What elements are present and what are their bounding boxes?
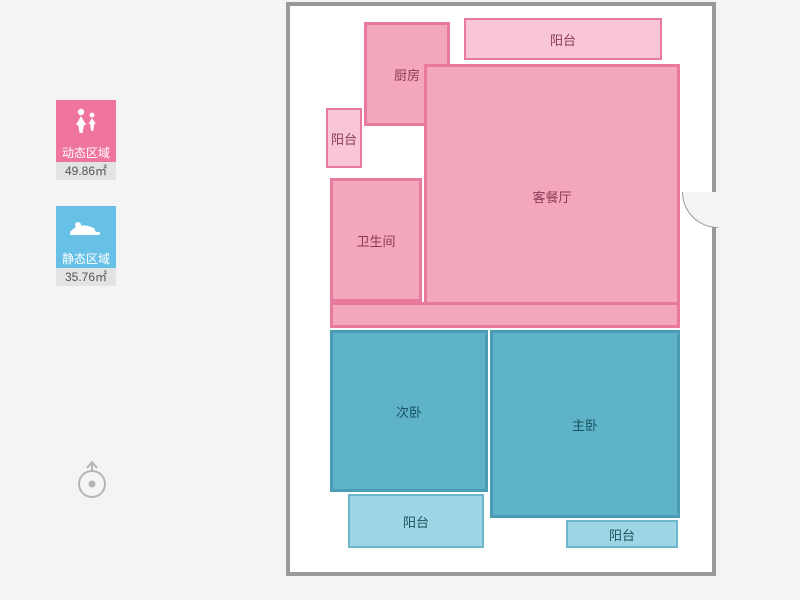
room-living: 客餐厅 — [424, 64, 680, 328]
legend-static-value: 35.76㎡ — [56, 268, 116, 286]
compass-icon — [75, 460, 109, 505]
legend-dynamic: 动态区域 49.86㎡ — [46, 100, 126, 180]
people-icon — [56, 100, 116, 142]
room-label-balcony-sec: 阳台 — [403, 512, 429, 531]
front-door — [682, 192, 718, 228]
room-balcony-left: 阳台 — [326, 108, 362, 168]
legend-panel: 动态区域 49.86㎡ 静态区域 35.76㎡ — [46, 100, 126, 312]
room-label-kitchen: 厨房 — [394, 65, 420, 84]
legend-static-label: 静态区域 — [56, 248, 116, 268]
legend-dynamic-value: 49.86㎡ — [56, 162, 116, 180]
room-label-living: 客餐厅 — [532, 187, 571, 206]
room-corridor-gap — [330, 302, 680, 328]
room-bathroom: 卫生间 — [330, 178, 422, 302]
room-label-second-bedroom: 次卧 — [396, 402, 422, 421]
room-label-balcony-master: 阳台 — [609, 525, 635, 544]
legend-static: 静态区域 35.76㎡ — [46, 206, 126, 286]
room-balcony-sec: 阳台 — [348, 494, 484, 548]
room-master-bedroom: 主卧 — [490, 330, 680, 518]
room-second-bedroom: 次卧 — [330, 330, 488, 492]
sleep-icon — [56, 206, 116, 248]
room-label-bathroom: 卫生间 — [356, 231, 395, 250]
room-label-balcony-top: 阳台 — [550, 30, 576, 49]
room-label-balcony-left: 阳台 — [331, 129, 357, 148]
legend-dynamic-label: 动态区域 — [56, 142, 116, 162]
room-balcony-master: 阳台 — [566, 520, 678, 548]
room-balcony-top: 阳台 — [464, 18, 662, 60]
room-label-master-bedroom: 主卧 — [572, 415, 598, 434]
floorplan: 阳台厨房阳台客餐厅卫生间次卧主卧阳台阳台 — [286, 2, 716, 576]
